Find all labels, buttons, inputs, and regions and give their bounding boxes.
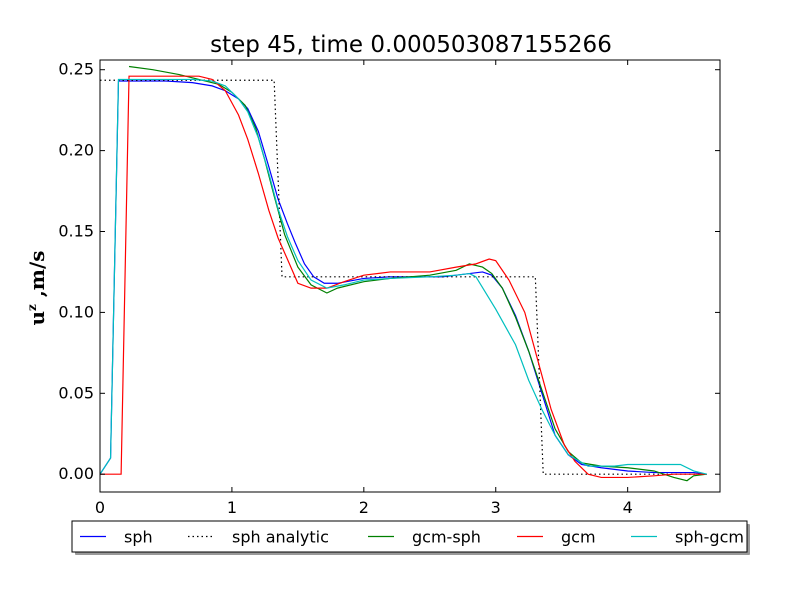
legend-label-gcm: gcm	[561, 528, 596, 547]
series-line-sph	[100, 80, 707, 475]
series-line-sph-gcm	[100, 78, 707, 475]
x-tick-label: 0	[95, 498, 105, 517]
x-tick-label: 2	[359, 498, 369, 517]
y-tick-label: 0.10	[58, 302, 94, 321]
plot-frame	[99, 59, 721, 493]
series-line-gcm-sph	[128, 65, 707, 482]
legend-label-sph-gcm: sph-gcm	[675, 528, 744, 547]
x-tick-label: 4	[623, 498, 633, 517]
y-tick-label: 0.00	[58, 464, 94, 483]
y-axis-label-main: u	[25, 311, 49, 326]
x-tick-label: 1	[227, 498, 237, 517]
y-axis-label: uz ,m/s	[25, 250, 49, 325]
series-line-sph-analytic	[100, 79, 707, 475]
y-axis-label-unit: ,m/s	[25, 250, 49, 304]
legend-label-gcm-sph: gcm-sph	[412, 528, 481, 547]
axes: 0 1 2 3 4 0.00 0.05 0.10 0.15 0.20 0.25	[58, 59, 721, 517]
y-tick-label: 0.05	[58, 383, 94, 402]
y-axis-label-superscript: z	[25, 304, 39, 311]
legend-label-sph: sph	[124, 528, 153, 547]
series-line-gcm	[100, 75, 707, 479]
legend-label-sph-analytic: sph analytic	[232, 528, 329, 547]
plot-area	[100, 65, 707, 482]
x-tick-label: 3	[491, 498, 501, 517]
chart-title: step 45, time 0.000503087155266	[210, 32, 612, 58]
y-tick-label: 0.20	[58, 141, 94, 160]
y-tick-label: 0.25	[58, 60, 94, 79]
y-tick-label: 0.15	[58, 222, 94, 241]
legend: sph sph analytic gcm-sph gcm sph-gcm	[71, 520, 750, 555]
